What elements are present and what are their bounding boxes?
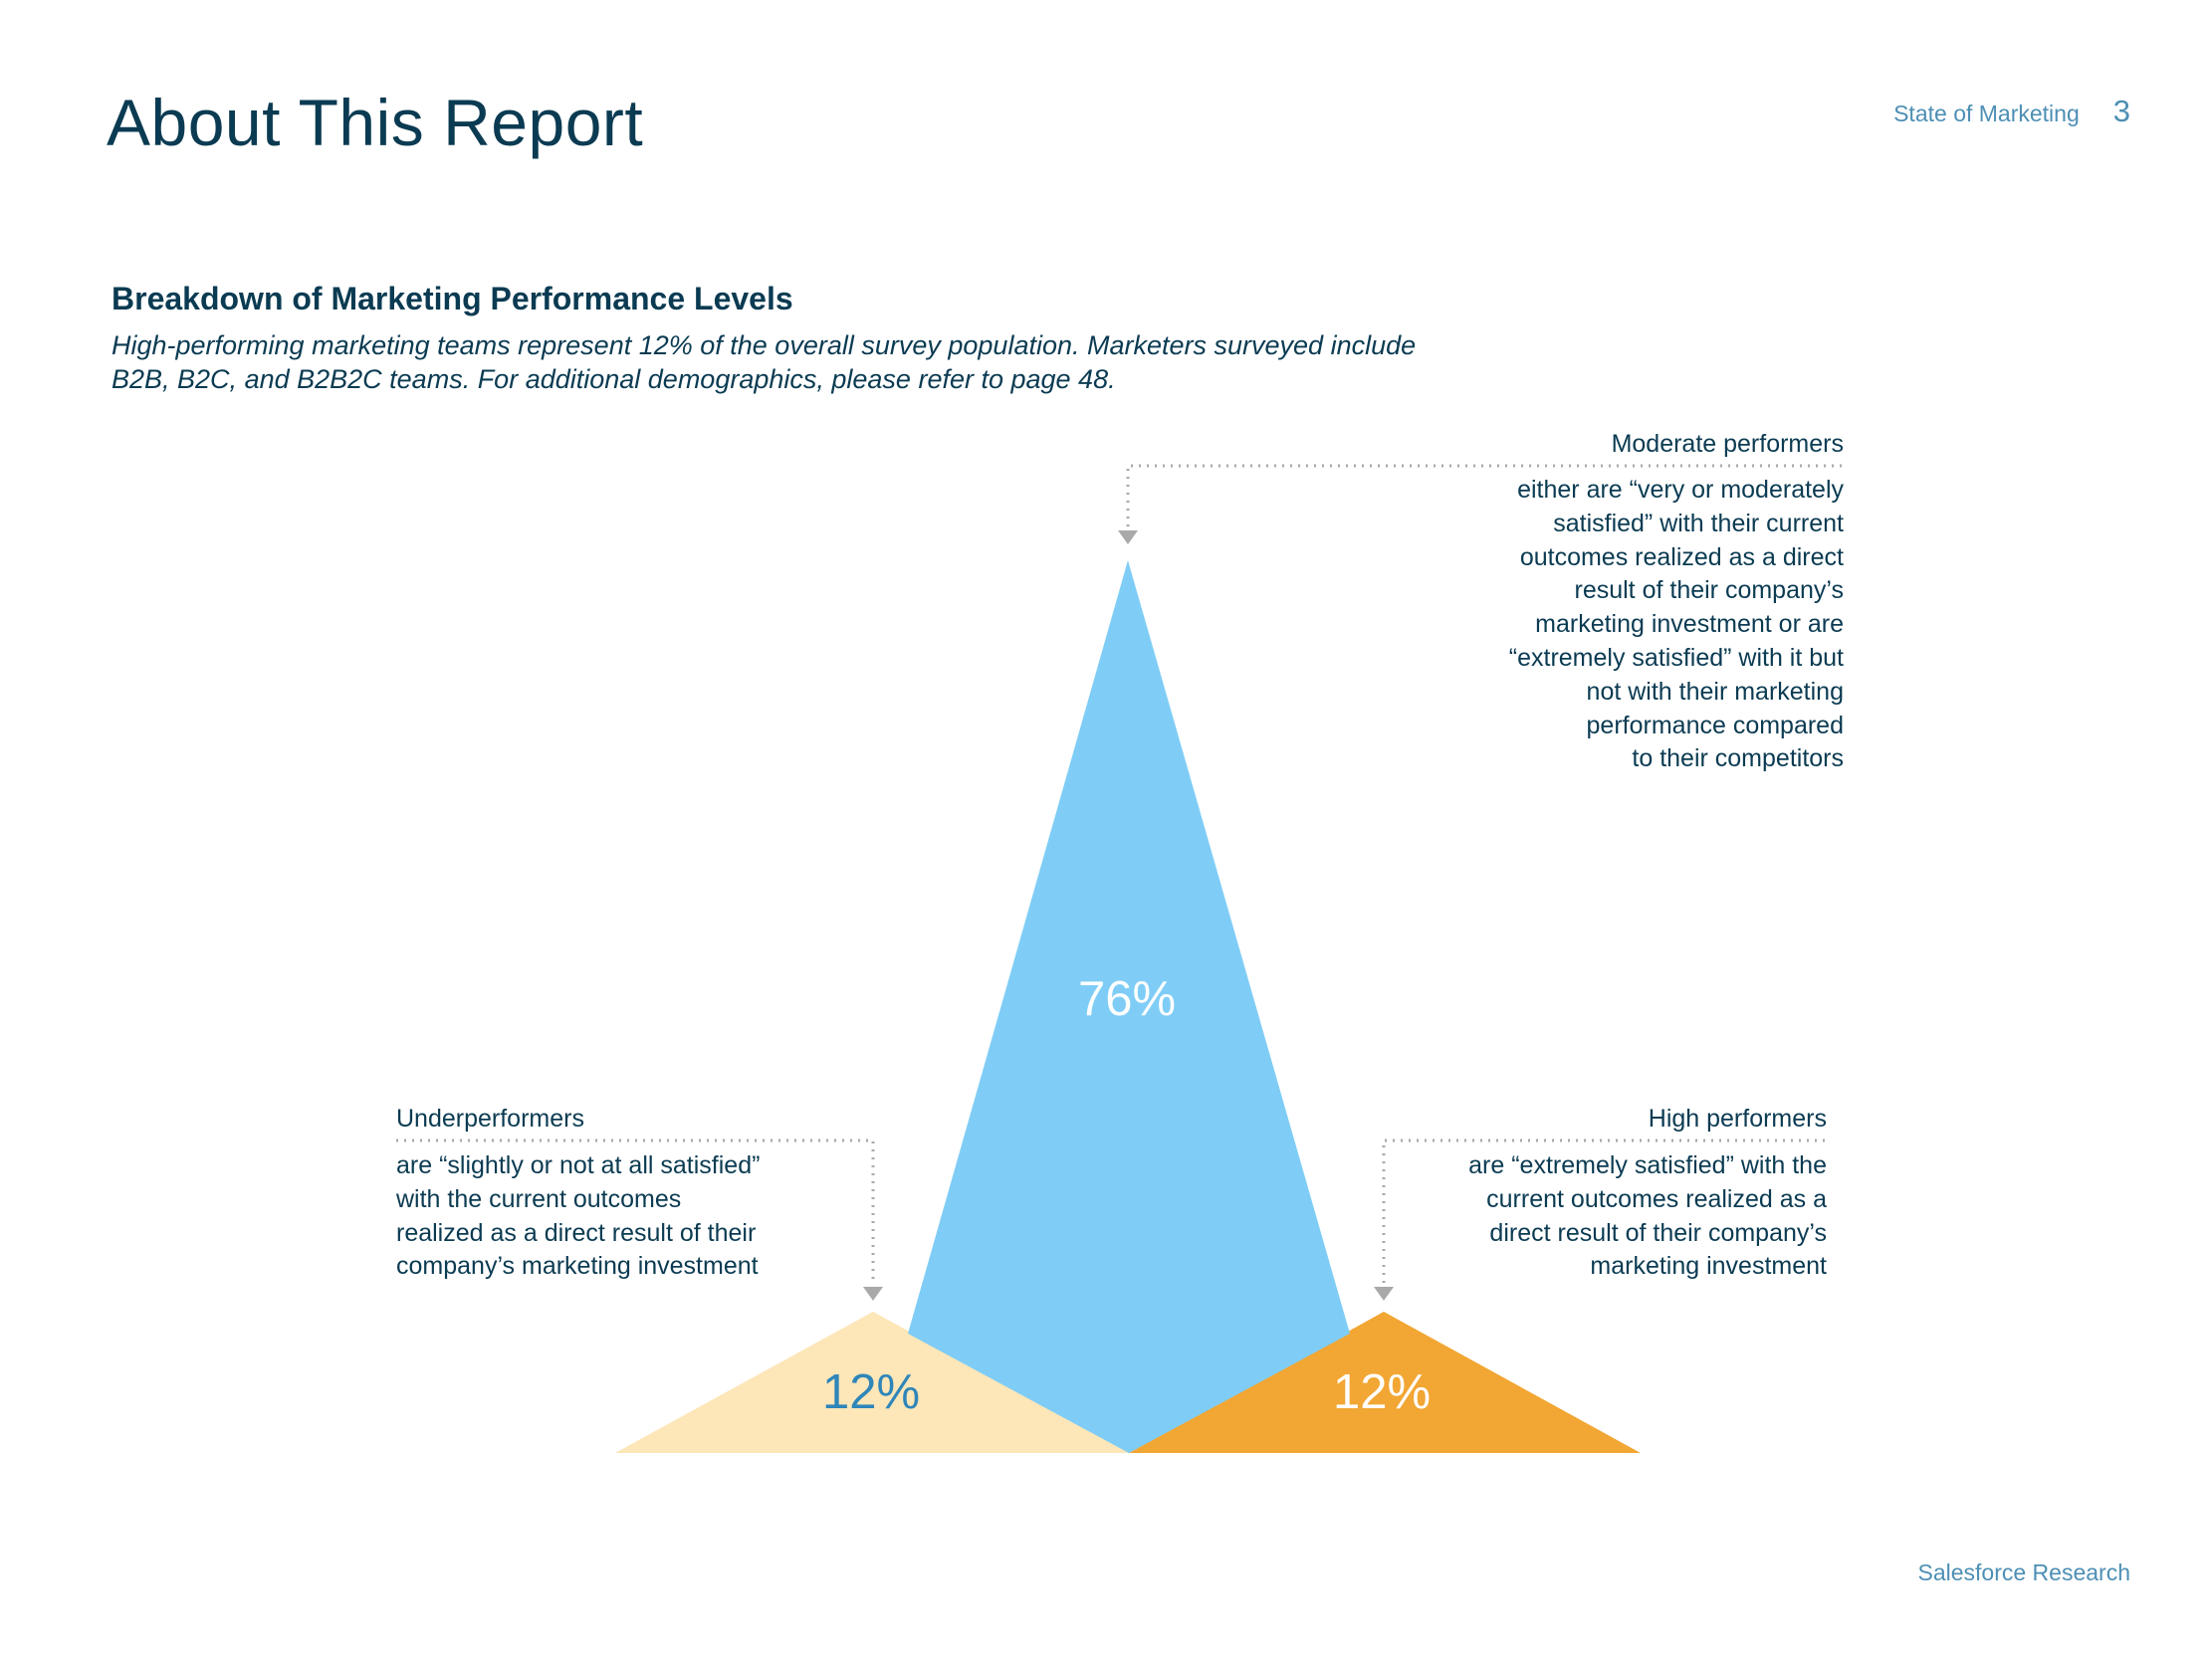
moderate-performers-value-label: 76% <box>1078 972 1176 1026</box>
high-performers-triangle <box>1129 1312 1641 1453</box>
page-number: 3 <box>2112 94 2130 128</box>
moderate-performers-triangle <box>908 560 1350 1453</box>
underperformers-description: are “slightly or not at all satisfied” w… <box>396 1151 761 1281</box>
page-header-meta: State of Marketing 3 <box>1893 94 2130 129</box>
report-name: State of Marketing <box>1893 101 2080 126</box>
moderate-performers-heading: Moderate performers <box>1611 430 1844 458</box>
high-performers-value-label: 12% <box>1333 1365 1431 1419</box>
chart-subtitle: High-performing marketing teams represen… <box>111 330 1417 394</box>
leader-line-under <box>396 1139 883 1301</box>
leader-line-high <box>1374 1139 1825 1301</box>
underperformers-heading: Underperformers <box>396 1105 584 1133</box>
moderate-performers-description: either are “very or moderately satisfied… <box>1508 476 1844 773</box>
chart-title: Breakdown of Marketing Performance Level… <box>111 281 793 316</box>
page-title: About This Report <box>107 86 644 159</box>
underperformers-value-label: 12% <box>822 1365 920 1419</box>
high-performers-description: are “extremely satisfied” with the curre… <box>1468 1151 1827 1281</box>
footer-source: Salesforce Research <box>1917 1559 2131 1585</box>
high-performers-heading: High performers <box>1648 1105 1827 1133</box>
underperformers-triangle <box>615 1312 1131 1453</box>
leader-line-moderate <box>1118 464 1842 544</box>
